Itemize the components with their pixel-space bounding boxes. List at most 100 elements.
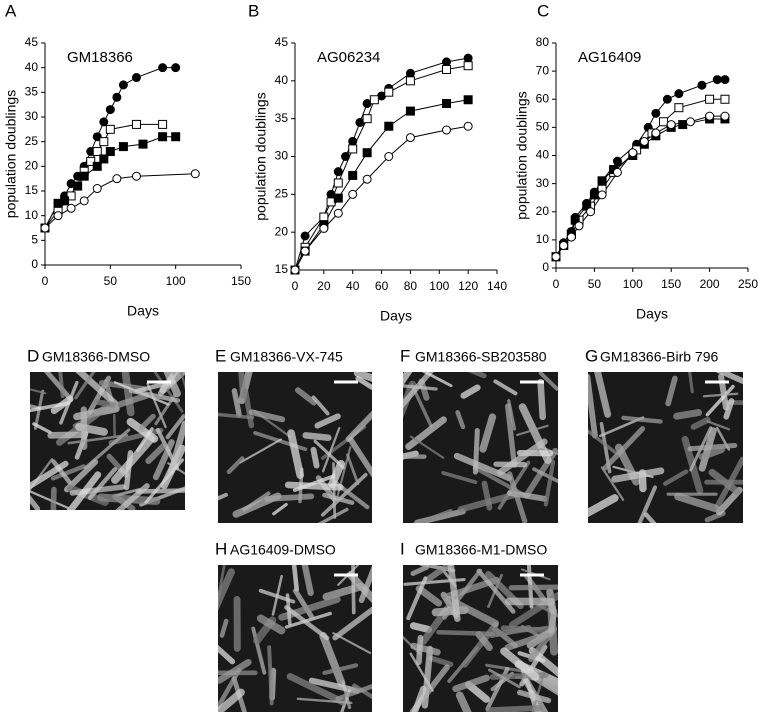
cell — [287, 429, 305, 479]
data-point — [171, 132, 181, 142]
y-tick-label: 0 — [31, 257, 38, 271]
cell — [50, 486, 57, 510]
data-point — [597, 190, 607, 200]
y-tick-label: 25 — [25, 134, 39, 148]
data-point — [86, 156, 96, 166]
data-point — [685, 117, 695, 127]
data-point — [348, 136, 358, 146]
panel-caption: AG16409-DMSO — [230, 542, 336, 558]
data-line — [555, 115, 725, 258]
x-tick-label: 200 — [700, 277, 720, 291]
cell — [321, 426, 341, 473]
micrograph — [403, 565, 558, 712]
cell — [441, 471, 478, 485]
cell — [308, 677, 361, 694]
cell — [688, 372, 694, 394]
cell — [637, 485, 657, 523]
cell — [588, 494, 619, 518]
cell — [75, 372, 119, 407]
cell — [500, 647, 540, 681]
panel-caption: GM18366-VX-745 — [230, 349, 343, 365]
cell — [332, 606, 372, 641]
y-tick-label: 45 — [275, 35, 289, 49]
y-tick-label: 30 — [275, 149, 289, 163]
data-point — [639, 136, 649, 146]
cell — [723, 398, 735, 420]
y-tick-label: 20 — [536, 204, 550, 218]
data-point — [666, 120, 676, 130]
data-point — [118, 142, 128, 152]
cell — [50, 464, 87, 481]
data-point — [138, 139, 148, 149]
y-tick-label: 60 — [536, 91, 550, 105]
cell — [74, 372, 96, 400]
y-tick-label: 45 — [25, 35, 39, 49]
x-tick-label: 150 — [661, 277, 681, 291]
cell — [485, 704, 543, 712]
data-point — [66, 191, 76, 201]
cell — [278, 595, 341, 621]
cell — [507, 399, 517, 431]
data-point — [112, 174, 122, 184]
cell — [497, 438, 548, 476]
cells — [403, 565, 558, 712]
cell — [238, 372, 246, 399]
cell — [673, 409, 703, 420]
data-point — [720, 111, 730, 121]
y-tick-label: 30 — [536, 176, 550, 190]
cell — [491, 625, 518, 649]
data-point — [171, 63, 181, 73]
x-tick-label: 0 — [553, 277, 560, 291]
data-point — [678, 120, 688, 130]
cell — [30, 460, 69, 490]
data-point — [597, 176, 607, 186]
cell — [475, 630, 493, 652]
data-point — [92, 132, 102, 142]
cell — [507, 471, 528, 523]
cell — [30, 388, 47, 395]
data-point — [118, 80, 128, 90]
x-tick-label: 50 — [104, 274, 118, 288]
cell — [409, 622, 432, 633]
cell — [528, 625, 558, 662]
data-line — [294, 125, 469, 271]
data-point — [92, 184, 102, 194]
panel-letter: B — [248, 1, 259, 20]
cell — [231, 388, 242, 418]
y-tick-label: 15 — [275, 262, 289, 276]
data-point — [53, 211, 63, 221]
cell — [452, 674, 490, 693]
data-point — [105, 124, 115, 134]
cell — [218, 492, 228, 501]
cell — [690, 416, 711, 430]
cells — [588, 372, 743, 523]
data-point — [60, 196, 70, 206]
cell — [67, 434, 129, 445]
data-point — [333, 167, 343, 177]
data-line — [294, 99, 469, 271]
data-point — [463, 95, 473, 105]
data-point — [384, 87, 394, 97]
cell — [457, 491, 519, 513]
x-tick-label: 100 — [623, 277, 643, 291]
cell — [301, 565, 314, 597]
data-point — [73, 181, 83, 191]
cell — [602, 426, 646, 471]
cell — [508, 584, 558, 591]
data-point — [99, 117, 109, 127]
cell — [322, 492, 355, 505]
cell — [302, 432, 332, 442]
cell — [63, 459, 99, 493]
data-point — [405, 133, 415, 143]
data-point — [158, 132, 168, 142]
panel-caption: GM18366-DMSO — [42, 349, 150, 365]
data-point — [362, 114, 372, 124]
cells — [403, 372, 558, 523]
cell — [412, 508, 453, 523]
data-point — [705, 111, 715, 121]
cell — [272, 502, 288, 516]
cell — [58, 372, 65, 399]
x-tick-label: 80 — [404, 279, 418, 293]
data-point — [628, 148, 638, 158]
y-tick-label: 80 — [536, 35, 550, 49]
